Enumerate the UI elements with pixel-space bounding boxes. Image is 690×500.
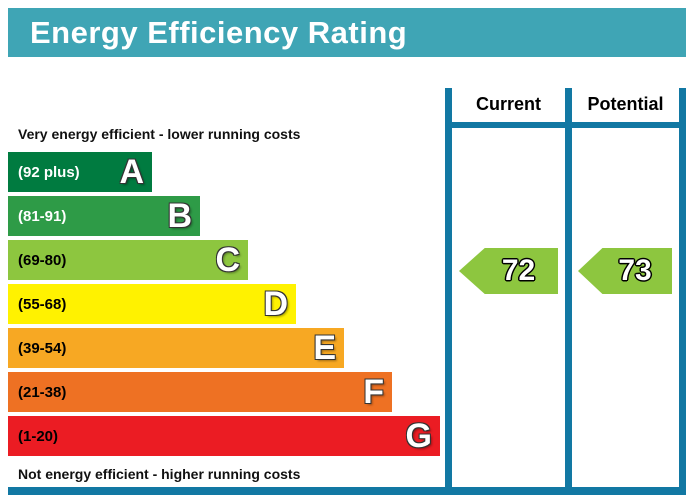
band-b: (81-91) B [8, 196, 200, 236]
band-e: (39-54) E [8, 328, 344, 368]
band-d: (55-68) D [8, 284, 296, 324]
band-c: (69-80) C [8, 240, 248, 280]
band-f-range: (21-38) [18, 383, 67, 401]
bottom-axis-label: Not energy efficient - higher running co… [18, 466, 301, 482]
potential-rating-arrow: 73 [578, 248, 672, 294]
band-e-range: (39-54) [18, 339, 67, 357]
column-border-right [679, 88, 686, 495]
current-column-header: Current [475, 94, 541, 114]
chart-bottom-border [8, 487, 686, 495]
band-a-range: (92 plus) [18, 163, 80, 181]
top-axis-label: Very energy efficient - lower running co… [18, 126, 301, 142]
potential-rating-value: 73 [618, 254, 652, 287]
band-d-range: (55-68) [18, 295, 67, 313]
band-a-letter: A [119, 153, 144, 191]
band-g-range: (1-20) [18, 427, 59, 445]
band-g: (1-20) G [8, 416, 440, 456]
rating-bands: (92 plus) A (81-91) B (69-80) C (55-68) … [8, 152, 440, 456]
band-f: (21-38) F [8, 372, 392, 412]
title-bar: Energy Efficiency Rating [8, 8, 686, 57]
band-b-range: (81-91) [18, 207, 67, 225]
band-c-letter: C [215, 241, 240, 279]
page-title: Energy Efficiency Rating [30, 14, 408, 50]
band-d-letter: D [263, 285, 288, 323]
column-border-left [445, 88, 452, 495]
column-header-underline [445, 122, 686, 128]
band-g-letter: G [405, 417, 432, 455]
current-rating-value: 72 [501, 254, 536, 287]
band-f-letter: F [363, 373, 384, 411]
band-e-letter: E [313, 329, 336, 367]
column-border-middle [565, 88, 572, 495]
current-rating-arrow: 72 [459, 248, 558, 294]
band-a: (92 plus) A [8, 152, 152, 192]
potential-column-header: Potential [587, 94, 664, 114]
band-c-range: (69-80) [18, 251, 67, 269]
band-b-letter: B [167, 197, 192, 235]
